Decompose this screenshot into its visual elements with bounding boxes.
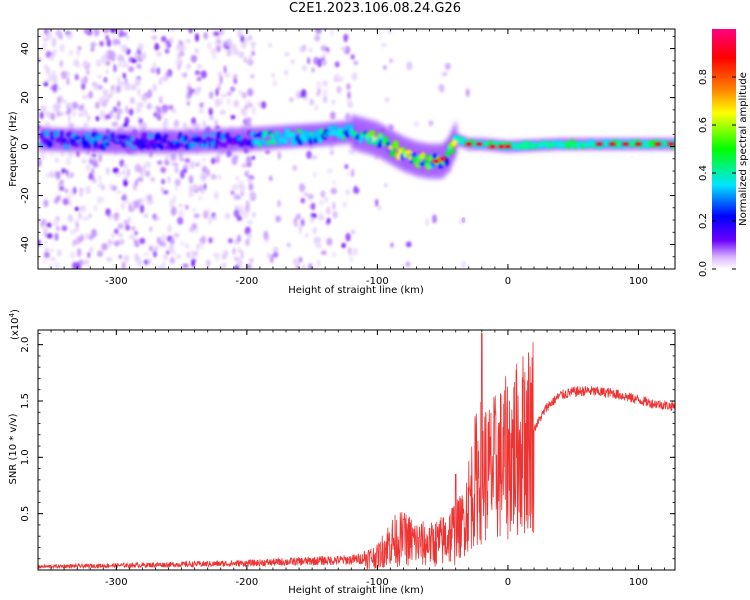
colorbar-ticks: 0.0 0.2 0.4 0.6 0.8	[698, 69, 736, 277]
y-tick-label: 2.0	[20, 337, 31, 353]
colorbar-tick-label: 0.6	[698, 117, 709, 133]
x-tick-label: -100	[366, 276, 389, 287]
spectrogram-heatmap	[38, 29, 675, 269]
y-tick-label: 0	[20, 143, 31, 149]
x-tick-label: 0	[505, 577, 511, 588]
x-tick-label: 100	[629, 276, 648, 287]
snr-y-label: SNR (10 * v/v)	[8, 413, 19, 484]
spectrogram-frame	[37, 28, 676, 270]
spectrogram-y-axis: -40 -20 0 20 40	[20, 35, 675, 270]
spectrogram-x-label: Height of straight line (km)	[288, 285, 424, 296]
x-tick-label: 100	[629, 577, 648, 588]
y-tick-label: 20	[20, 91, 31, 104]
snr-x-axis: -300 -200 -100 0 100	[50, 330, 665, 588]
y-tick-label: 40	[20, 42, 31, 55]
x-tick-label: -300	[105, 577, 128, 588]
x-tick-label: -300	[105, 276, 128, 287]
spectrogram-y-label: Frequency (Hz)	[8, 111, 19, 187]
x-tick-label: -200	[236, 577, 259, 588]
snr-x-label: Height of straight line (km)	[288, 585, 424, 596]
colorbar-tick-label: 0.2	[698, 213, 709, 229]
colorbar-label: Normalized spectral amplitude	[738, 72, 749, 226]
y-tick-label: 1.5	[20, 393, 31, 409]
colorbar: 0.0 0.2 0.4 0.6 0.8 Normalized spectral ampl…	[698, 29, 749, 277]
x-tick-label: -200	[236, 276, 259, 287]
colorbar-tick-label: 0.0	[698, 261, 709, 277]
spectrogram-x-axis: -300 -200 -100 0 100	[50, 29, 665, 287]
snr-series-line	[38, 332, 675, 570]
snr-frame	[37, 329, 676, 571]
snr-panel: -300 -200 -100 0 100 0.5 1.0 1.5 2.0 Height of …	[8, 309, 676, 596]
x-tick-label: -100	[366, 577, 389, 588]
snr-y-axis: 0.5 1.0 1.5 2.0	[20, 332, 675, 560]
y-tick-label: -40	[20, 236, 31, 252]
snr-multiplier: (x104)	[8, 309, 21, 340]
y-tick-label: -20	[20, 187, 31, 203]
y-tick-label: 0.5	[20, 506, 31, 522]
figure-title: C2E1.2023.106.08.24.G26	[288, 1, 462, 16]
colorbar-tick-label: 0.8	[698, 69, 709, 85]
y-tick-label: 1.0	[20, 449, 31, 465]
x-tick-label: 0	[505, 276, 511, 287]
svg-text:(x104): (x104)	[8, 309, 21, 340]
colorbar-tick-label: 0.4	[698, 165, 709, 181]
colorbar-gradient	[712, 29, 736, 269]
